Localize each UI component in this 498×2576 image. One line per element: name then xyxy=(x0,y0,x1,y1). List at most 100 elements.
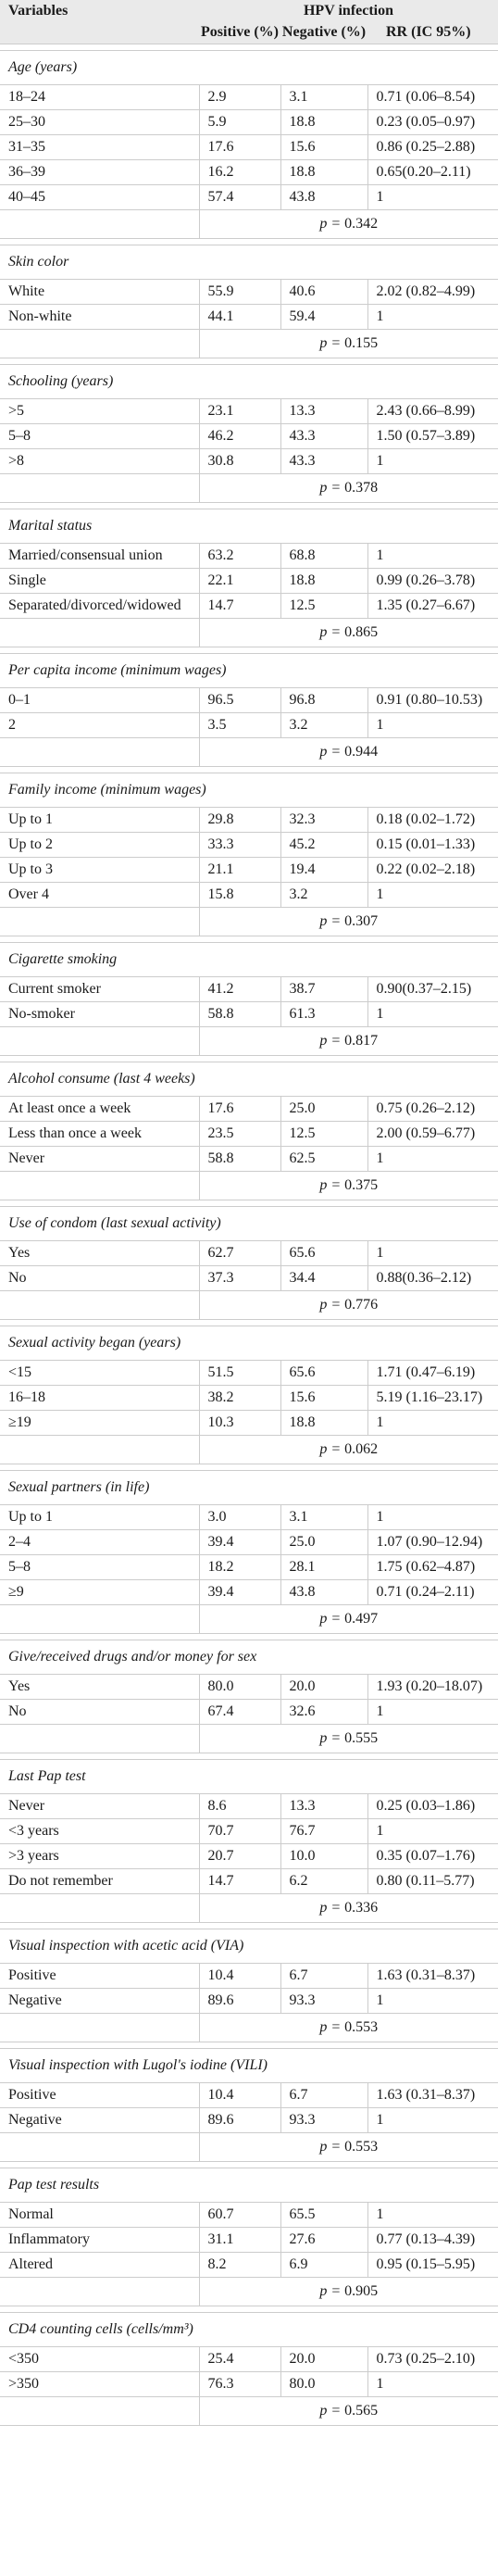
table-row: 25–30 5.9 18.8 0.23 (0.05–0.97) xyxy=(0,109,498,135)
row-label: Never xyxy=(0,1793,199,1819)
p-value: p = 0.378 xyxy=(199,473,498,503)
table-row: <15 51.5 65.6 1.71 (0.47–6.19) xyxy=(0,1360,498,1386)
row-label: 2 xyxy=(0,712,199,738)
cell-rr: 0.95 (0.15–5.95) xyxy=(367,2252,498,2278)
cell-negative: 25.0 xyxy=(280,1529,367,1555)
cell-rr: 1 xyxy=(367,448,498,474)
row-label: No-smoker xyxy=(0,1001,199,1027)
p-value: p = 0.944 xyxy=(199,737,498,767)
row-label: 2–4 xyxy=(0,1529,199,1555)
cell-positive: 62.7 xyxy=(198,1240,280,1266)
cell-positive: 21.1 xyxy=(198,857,280,883)
section-spacer xyxy=(0,766,498,773)
p-value-label: p = xyxy=(319,913,345,929)
p-value: p = 0.497 xyxy=(199,1604,498,1634)
table-row: <350 25.4 20.0 0.73 (0.25–2.10) xyxy=(0,2346,498,2372)
row-label: Positive xyxy=(0,1963,199,1989)
table-row: Negative 89.6 93.3 1 xyxy=(0,1988,498,2014)
cell-positive: 67.4 xyxy=(198,1699,280,1725)
p-value-row: p = 0.555 xyxy=(0,1724,498,1753)
spacer-cell xyxy=(0,936,498,943)
section-header-row: Family income (minimum wages) xyxy=(0,773,498,808)
table-row: >5 23.1 13.3 2.43 (0.66–8.99) xyxy=(0,398,498,424)
cell-positive: 8.2 xyxy=(198,2252,280,2278)
cell-rr: 1 xyxy=(367,712,498,738)
cell-rr: 1 xyxy=(367,1410,498,1436)
p-value: p = 0.555 xyxy=(199,1724,498,1753)
cell-negative: 65.5 xyxy=(280,2202,367,2228)
cell-negative: 43.8 xyxy=(280,184,367,210)
p-value-row: p = 0.553 xyxy=(0,2132,498,2162)
header-row-1: Variables HPV infection xyxy=(0,0,498,21)
table-row: Inflammatory 31.1 27.6 0.77 (0.13–4.39) xyxy=(0,2227,498,2253)
cell-positive: 33.3 xyxy=(198,832,280,858)
table-row: No-smoker 58.8 61.3 1 xyxy=(0,1001,498,1027)
cell-positive: 46.2 xyxy=(198,423,280,449)
row-label: Yes xyxy=(0,1674,199,1700)
cell-rr: 0.86 (0.25–2.88) xyxy=(367,134,498,160)
cell-negative: 28.1 xyxy=(280,1554,367,1580)
cell-negative: 65.6 xyxy=(280,1360,367,1386)
table-row: 31–35 17.6 15.6 0.86 (0.25–2.88) xyxy=(0,134,498,160)
row-label: Non-white xyxy=(0,304,199,330)
spacer-cell xyxy=(0,766,498,773)
cell-positive: 96.5 xyxy=(198,687,280,713)
header-positive: Positive (%) xyxy=(199,21,280,44)
section-title: CD4 counting cells (cells/mm³) xyxy=(0,2312,498,2347)
cell-rr: 0.25 (0.03–1.86) xyxy=(367,1793,498,1819)
section-spacer xyxy=(0,1319,498,1326)
cell-rr: 1 xyxy=(367,2202,498,2228)
table-row: 5–8 46.2 43.3 1.50 (0.57–3.89) xyxy=(0,423,498,449)
cell-rr: 0.22 (0.02–2.18) xyxy=(367,857,498,883)
section-title: Age (years) xyxy=(0,50,498,85)
p-value-label: p = xyxy=(319,1033,345,1049)
cell-positive: 70.7 xyxy=(198,1818,280,1844)
cell-positive: 18.2 xyxy=(198,1554,280,1580)
spacer-cell xyxy=(0,1055,498,1062)
table-row: ≥19 10.3 18.8 1 xyxy=(0,1410,498,1436)
p-value-row: p = 0.307 xyxy=(0,907,498,936)
spacer-cell xyxy=(0,502,498,509)
table-row: Up to 3 21.1 19.4 0.22 (0.02–2.18) xyxy=(0,857,498,883)
row-label: Married/consensual union xyxy=(0,543,199,569)
p-value-number: 0.155 xyxy=(344,335,379,351)
row-label: 25–30 xyxy=(0,109,199,135)
table-row: Married/consensual union 63.2 68.8 1 xyxy=(0,543,498,569)
p-value-row: p = 0.375 xyxy=(0,1171,498,1200)
p-value-number: 0.307 xyxy=(344,913,379,929)
cell-positive: 2.9 xyxy=(198,84,280,110)
row-label: At least once a week xyxy=(0,1096,199,1122)
spacer-cell xyxy=(0,647,498,654)
section-header-row: Use of condom (last sexual activity) xyxy=(0,1206,498,1241)
cell-positive: 15.8 xyxy=(198,882,280,908)
p-value-row: p = 0.905 xyxy=(0,2277,498,2306)
table-row: At least once a week 17.6 25.0 0.75 (0.26–2… xyxy=(0,1096,498,1122)
cell-negative: 27.6 xyxy=(280,2227,367,2253)
section-header-row: Sexual activity began (years) xyxy=(0,1326,498,1361)
cell-rr: 0.88(0.36–2.12) xyxy=(367,1265,498,1291)
p-value-label: p = xyxy=(319,744,345,760)
table-row: >8 30.8 43.3 1 xyxy=(0,448,498,474)
p-value: p = 0.342 xyxy=(199,209,498,239)
cell-rr: 5.19 (1.16–23.17) xyxy=(367,1385,498,1411)
p-value-number: 0.553 xyxy=(344,2019,379,2035)
row-label: Yes xyxy=(0,1240,199,1266)
p-value-row: p = 0.497 xyxy=(0,1604,498,1634)
p-value-label: p = xyxy=(319,335,345,351)
cell-positive: 60.7 xyxy=(198,2202,280,2228)
cell-positive: 89.6 xyxy=(198,1988,280,2014)
row-label: Over 4 xyxy=(0,882,199,908)
cell-rr: 1 xyxy=(367,1146,498,1172)
cell-positive: 17.6 xyxy=(198,1096,280,1122)
cell-negative: 19.4 xyxy=(280,857,367,883)
row-label: Positive xyxy=(0,2082,199,2108)
row-label: Less than once a week xyxy=(0,1121,199,1147)
p-value-number: 0.497 xyxy=(344,1611,379,1627)
table-row: <3 years 70.7 76.7 1 xyxy=(0,1818,498,1844)
section-header-row: Last Pap test xyxy=(0,1759,498,1794)
cell-rr: 2.43 (0.66–8.99) xyxy=(367,398,498,424)
p-value-row: p = 0.944 xyxy=(0,737,498,767)
header-blank xyxy=(0,21,199,44)
cell-positive: 8.6 xyxy=(198,1793,280,1819)
section-title: Schooling (years) xyxy=(0,364,498,399)
